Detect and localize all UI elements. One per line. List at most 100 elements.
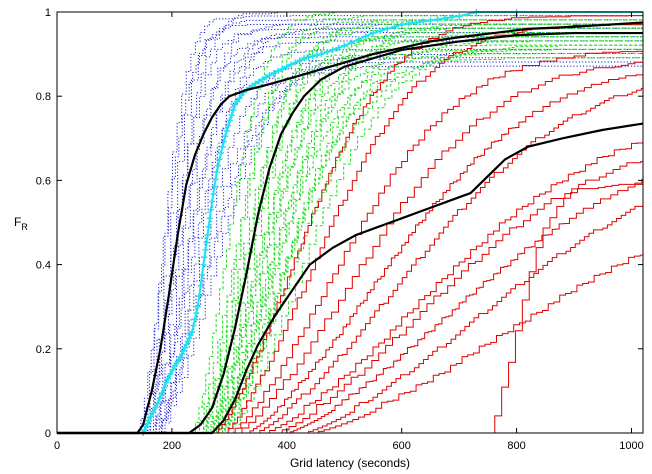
cdf-series-line xyxy=(57,11,643,434)
cdf-series-line xyxy=(57,23,643,434)
cyan-marker xyxy=(434,16,441,23)
axis-ticks: 0 200 400 600 800 1000 0 0.2 0.4 0.6 0.8 1 xyxy=(36,7,644,452)
cyan-marker xyxy=(259,76,266,83)
black-mean-line xyxy=(57,31,643,435)
cyan-marker xyxy=(158,390,165,397)
cyan-marker xyxy=(212,176,219,183)
cyan-marker xyxy=(448,14,455,21)
cyan-marker xyxy=(143,423,150,430)
cdf-series-line xyxy=(57,32,643,434)
cdf-series-line xyxy=(57,40,643,434)
plot-background xyxy=(57,12,643,433)
cyan-marker xyxy=(223,127,230,134)
cdf-series-line xyxy=(57,44,643,434)
cyan-marker xyxy=(456,13,463,20)
cdf-series-line xyxy=(57,53,643,434)
cyan-marker xyxy=(177,354,184,361)
cdf-series-line xyxy=(57,61,643,434)
cyan-marker xyxy=(144,420,151,427)
cyan-marker xyxy=(441,15,448,22)
cyan-marker xyxy=(156,395,163,402)
cyan-marker xyxy=(288,61,295,68)
cyan-marker xyxy=(413,19,420,26)
cyan-marker xyxy=(405,20,412,27)
cyan-marker xyxy=(201,254,208,261)
x-tick-label: 600 xyxy=(393,440,411,452)
cyan-marker xyxy=(362,33,369,40)
cdf-series-line xyxy=(57,36,643,434)
cyan-marker xyxy=(180,347,187,354)
cyan-marker xyxy=(301,55,308,62)
cyan-marker xyxy=(199,272,206,279)
y-tick-label: 0 xyxy=(45,428,51,440)
x-tick-label: 800 xyxy=(507,440,525,452)
black-mean-line xyxy=(57,122,644,435)
cyan-marker xyxy=(197,282,204,289)
cyan-marker xyxy=(238,92,245,99)
cdf-series-line xyxy=(57,87,643,434)
cyan-marker xyxy=(318,51,325,58)
cdf-series-line xyxy=(57,205,643,434)
cyan-marker xyxy=(215,162,222,169)
cdf-series-line xyxy=(57,23,643,434)
cyan-marker xyxy=(255,78,262,85)
cdf-series-line xyxy=(57,15,643,434)
cyan-marker xyxy=(165,375,172,382)
cyan-marker xyxy=(341,42,348,49)
cyan-marker xyxy=(226,117,233,124)
cyan-marker xyxy=(211,183,218,190)
cdf-series-line xyxy=(57,254,643,434)
cyan-marker xyxy=(313,52,320,59)
cyan-marker xyxy=(187,332,194,339)
y-tick-label: 0.4 xyxy=(36,260,51,272)
cyan-marker xyxy=(200,261,207,268)
cyan-marker xyxy=(398,21,405,28)
cdf-series-line xyxy=(57,27,643,434)
cyan-marker xyxy=(222,133,229,140)
y-tick-label: 0.2 xyxy=(36,344,51,356)
cyan-marker xyxy=(148,413,155,420)
cdf-series-line xyxy=(57,142,644,434)
series-layer xyxy=(57,11,644,434)
black-series-layer xyxy=(57,21,644,435)
cyan-marker xyxy=(216,156,223,163)
x-tick-label: 200 xyxy=(163,440,181,452)
cyan-marker xyxy=(152,404,159,411)
cyan-marker xyxy=(236,95,243,102)
cyan-marker xyxy=(348,39,355,46)
cyan-marker xyxy=(184,338,191,345)
cyan-marker xyxy=(324,48,331,55)
cyan-marker xyxy=(355,36,362,43)
cyan-marker xyxy=(252,80,259,87)
cdf-series-line xyxy=(57,53,643,434)
cdf-series-line xyxy=(57,57,643,434)
cdf-series-line xyxy=(57,19,643,434)
cyan-marker xyxy=(163,379,170,386)
cyan-marker xyxy=(230,106,237,113)
cdf-series-line xyxy=(57,40,643,434)
cyan-marker xyxy=(296,57,303,64)
y-axis-label: FR xyxy=(14,215,28,232)
cyan-marker xyxy=(191,316,198,323)
cyan-marker xyxy=(420,18,427,25)
cyan-marker xyxy=(218,150,225,157)
cyan-marker xyxy=(262,74,269,81)
x-axis-label: Grid latency (seconds) xyxy=(290,456,410,470)
cyan-marker xyxy=(292,59,299,66)
cyan-marker xyxy=(186,335,193,342)
cyan-marker xyxy=(190,322,197,329)
cdf-series-line xyxy=(57,19,643,434)
cyan-marker xyxy=(205,223,212,230)
cyan-marker xyxy=(309,53,316,60)
plot-frame xyxy=(56,11,644,434)
cyan-marker xyxy=(194,303,201,310)
cyan-marker xyxy=(228,112,235,119)
cyan-marker xyxy=(207,206,214,213)
cyan-marker xyxy=(203,239,210,246)
cdf-series-line xyxy=(57,72,644,434)
cdf-series-line xyxy=(57,178,643,434)
cyan-marker xyxy=(369,30,376,37)
cyan-marker xyxy=(150,408,157,415)
cyan-marker xyxy=(183,341,190,348)
y-tick-label: 0.8 xyxy=(36,91,51,103)
